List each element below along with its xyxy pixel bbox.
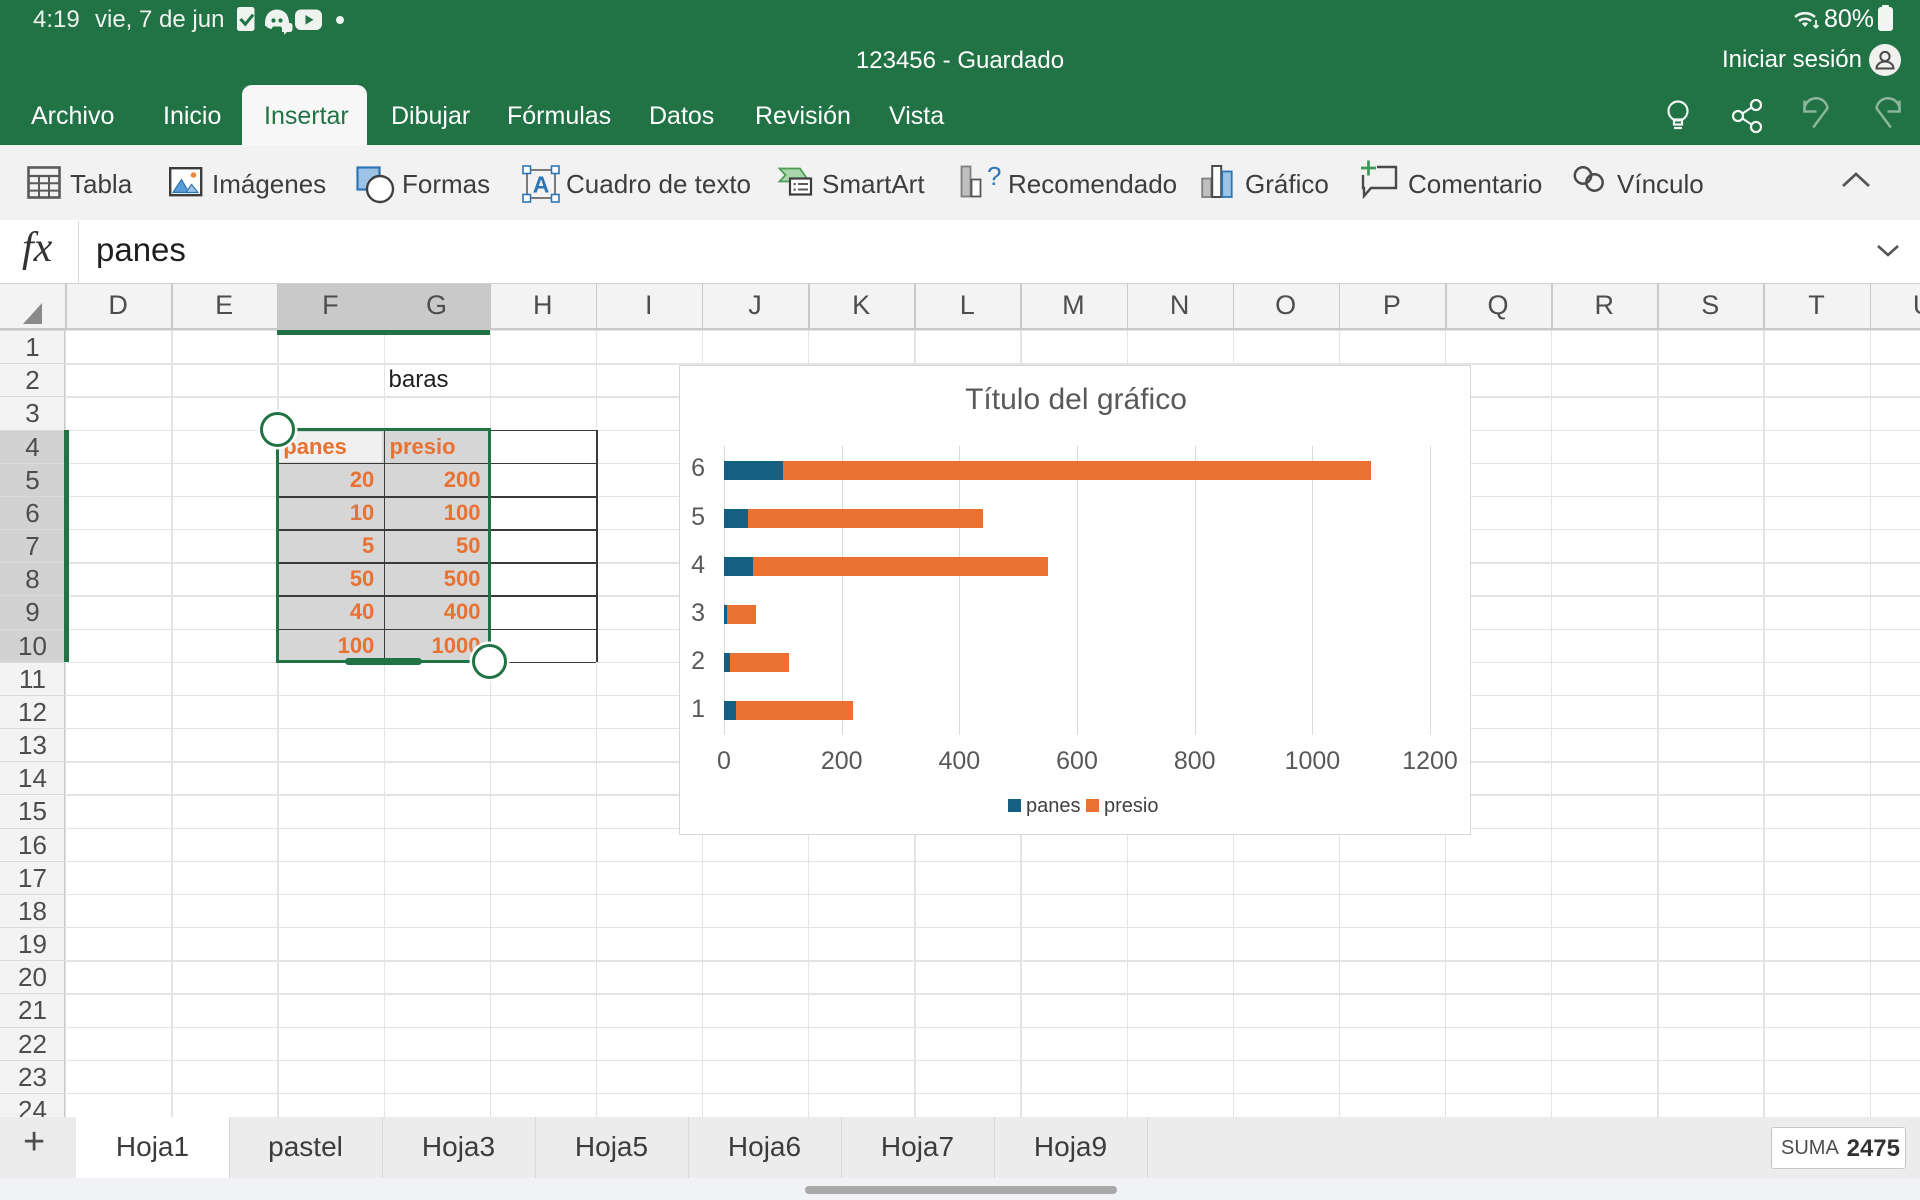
svg-text:A: A: [533, 172, 550, 198]
svg-text:?: ?: [987, 165, 1001, 191]
